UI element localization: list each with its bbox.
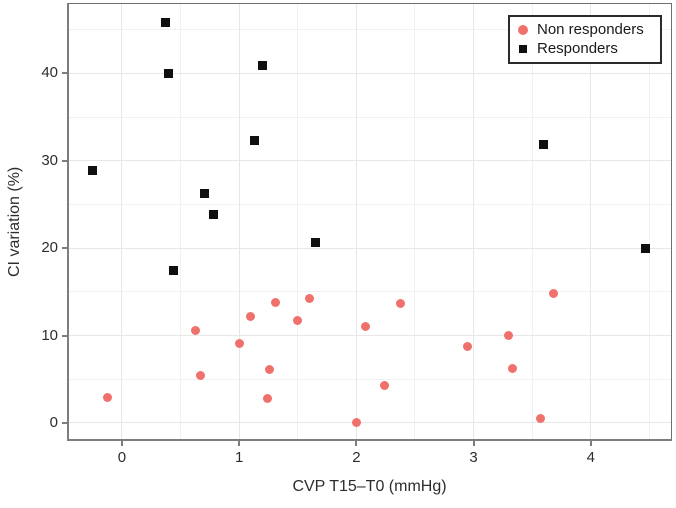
point-non-responders	[195, 371, 205, 381]
y-major-gridline	[67, 335, 672, 337]
legend-label-non-responders: Non responders	[537, 21, 644, 38]
point-responders	[310, 238, 320, 248]
x-axis-tick	[472, 441, 475, 446]
y-major-gridline	[67, 247, 672, 249]
y-minor-gridline	[67, 291, 672, 293]
point-responders	[258, 60, 268, 70]
x-minor-gridline	[297, 3, 299, 441]
x-major-gridline	[355, 3, 357, 441]
y-major-gridline	[67, 72, 672, 74]
non-responders-circle-icon	[518, 24, 528, 35]
x-axis-tick	[355, 441, 358, 446]
y-minor-gridline	[67, 116, 672, 118]
point-non-responders	[234, 338, 244, 348]
x-tick-label: 2	[352, 449, 361, 466]
x-axis-tick	[120, 441, 123, 446]
point-responders	[164, 68, 174, 78]
y-axis-tick	[62, 421, 67, 424]
x-axis-label: CVP T15–T0 (mmHg)	[292, 478, 447, 495]
point-non-responders	[507, 364, 517, 374]
point-non-responders	[262, 394, 272, 403]
point-responders	[208, 209, 218, 219]
y-tick-label: 10	[41, 326, 58, 344]
point-non-responders	[271, 297, 280, 307]
y-minor-gridline	[67, 29, 672, 31]
y-major-gridline	[67, 422, 672, 424]
x-axis-tick	[238, 441, 241, 446]
point-responders	[169, 266, 179, 276]
x-major-gridline	[121, 3, 123, 441]
point-non-responders	[463, 341, 473, 351]
y-tick-label: 30	[41, 151, 58, 169]
point-non-responders	[265, 365, 275, 375]
y-axis-tick	[62, 72, 67, 75]
x-minor-gridline	[414, 3, 416, 441]
plot-panel	[67, 3, 672, 441]
x-tick-label: 1	[234, 449, 244, 466]
point-non-responders	[380, 380, 389, 390]
responders-square-icon	[519, 44, 527, 53]
x-minor-gridline	[531, 3, 533, 441]
legend-item-responders: Responders	[518, 39, 652, 58]
point-responders	[199, 188, 209, 198]
point-non-responders	[396, 298, 406, 308]
y-minor-gridline	[67, 203, 672, 205]
legend-label-responders: Responders	[537, 40, 618, 57]
x-tick-label: 3	[469, 449, 478, 466]
x-major-gridline	[590, 3, 592, 441]
x-tick-label: 4	[586, 449, 595, 466]
point-non-responders	[351, 418, 361, 428]
point-non-responders	[191, 325, 201, 335]
point-responders	[249, 136, 259, 146]
point-non-responders	[535, 414, 545, 424]
legend: Non responders Responders	[508, 15, 662, 64]
y-axis-tick	[62, 159, 67, 162]
point-non-responders	[293, 316, 303, 326]
y-axis-tick	[62, 334, 67, 337]
point-non-responders	[361, 322, 371, 332]
x-major-gridline	[473, 3, 475, 441]
y-tick-label: 40	[41, 64, 58, 82]
x-tick-label: 0	[117, 449, 127, 466]
x-minor-gridline	[180, 3, 182, 441]
point-non-responders	[304, 294, 314, 304]
y-major-gridline	[67, 160, 672, 162]
point-responders	[160, 18, 170, 28]
point-non-responders	[246, 311, 256, 321]
y-axis-tick	[62, 247, 67, 250]
point-responders	[88, 165, 98, 175]
x-minor-gridline	[648, 3, 650, 441]
y-minor-gridline	[67, 378, 672, 380]
point-responders	[641, 243, 651, 253]
point-non-responders	[504, 331, 514, 341]
y-tick-label: 0	[49, 413, 58, 431]
x-major-gridline	[238, 3, 240, 441]
point-non-responders	[103, 393, 113, 403]
point-non-responders	[548, 289, 558, 299]
y-tick-label: 20	[41, 239, 58, 257]
legend-item-non-responders: Non responders	[518, 20, 652, 39]
point-responders	[539, 139, 549, 149]
x-axis-tick	[589, 441, 592, 446]
